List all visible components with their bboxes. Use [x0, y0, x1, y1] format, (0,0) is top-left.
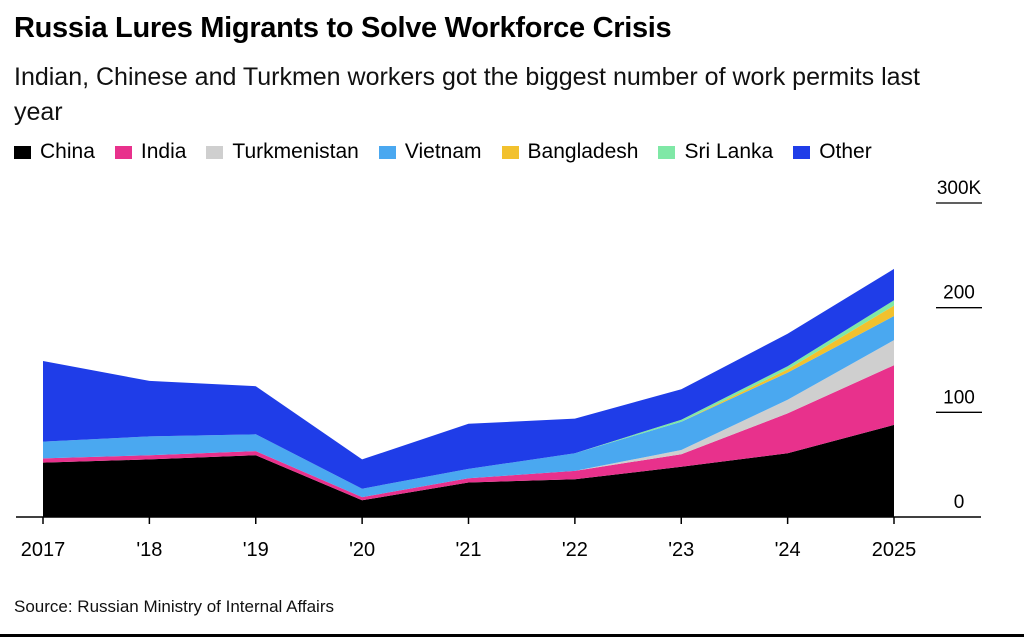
legend-swatch-sri-lanka — [658, 145, 676, 159]
x-tick-label: '24 — [775, 539, 801, 561]
legend-label-turkmenistan: Turkmenistan — [232, 140, 359, 163]
area-other — [43, 268, 894, 489]
x-tick-label: '23 — [668, 539, 694, 561]
legend-item-china: China — [14, 140, 95, 164]
legend-swatch-india — [114, 145, 132, 159]
area-china — [43, 424, 894, 517]
x-tick-label: 2025 — [872, 539, 917, 561]
legend-label-india: India — [140, 140, 187, 163]
x-tick-label: '19 — [243, 539, 269, 561]
x-tick-label: '21 — [455, 539, 481, 561]
y-tick-label: 100 — [943, 387, 975, 408]
y-tick-label: 0 — [954, 492, 965, 513]
x-tick-label: '20 — [349, 539, 375, 561]
legend-item-bangladesh: Bangladesh — [501, 140, 639, 164]
x-tick-label: '18 — [136, 539, 162, 561]
legend-item-turkmenistan: Turkmenistan — [206, 140, 359, 164]
legend-swatch-bangladesh — [501, 145, 519, 159]
bottom-rule — [0, 634, 1024, 637]
area-india — [43, 365, 894, 501]
legend-label-bangladesh: Bangladesh — [527, 140, 639, 163]
y-tick-label: 200 — [943, 283, 975, 304]
area-vietnam — [43, 316, 894, 498]
legend-label-vietnam: Vietnam — [404, 140, 482, 163]
y-tick-label: 300K — [937, 178, 982, 199]
legend-item-india: India — [114, 140, 187, 164]
legend-label-other: Other — [819, 140, 872, 163]
legend-swatch-china — [14, 145, 31, 159]
legend-item-vietnam: Vietnam — [378, 140, 482, 164]
legend-swatch-other — [793, 145, 811, 159]
legend-item-sri-lanka: Sri Lanka — [658, 140, 773, 164]
legend-swatch-vietnam — [378, 145, 396, 159]
x-tick-label: 2017 — [21, 539, 66, 561]
legend-label-china: China — [40, 140, 95, 163]
x-tick-label: '22 — [562, 539, 588, 561]
chart-title: Russia Lures Migrants to Solve Workforce… — [14, 12, 672, 44]
legend: China India Turkmenistan Vietnam Banglad… — [14, 140, 892, 164]
source-note: Source: Russian Ministry of Internal Aff… — [14, 597, 334, 616]
legend-label-sri-lanka: Sri Lanka — [684, 140, 774, 163]
legend-swatch-turkmenistan — [206, 145, 224, 159]
chart-subtitle: Indian, Chinese and Turkmen workers got … — [14, 63, 920, 126]
legend-item-other: Other — [793, 140, 872, 164]
